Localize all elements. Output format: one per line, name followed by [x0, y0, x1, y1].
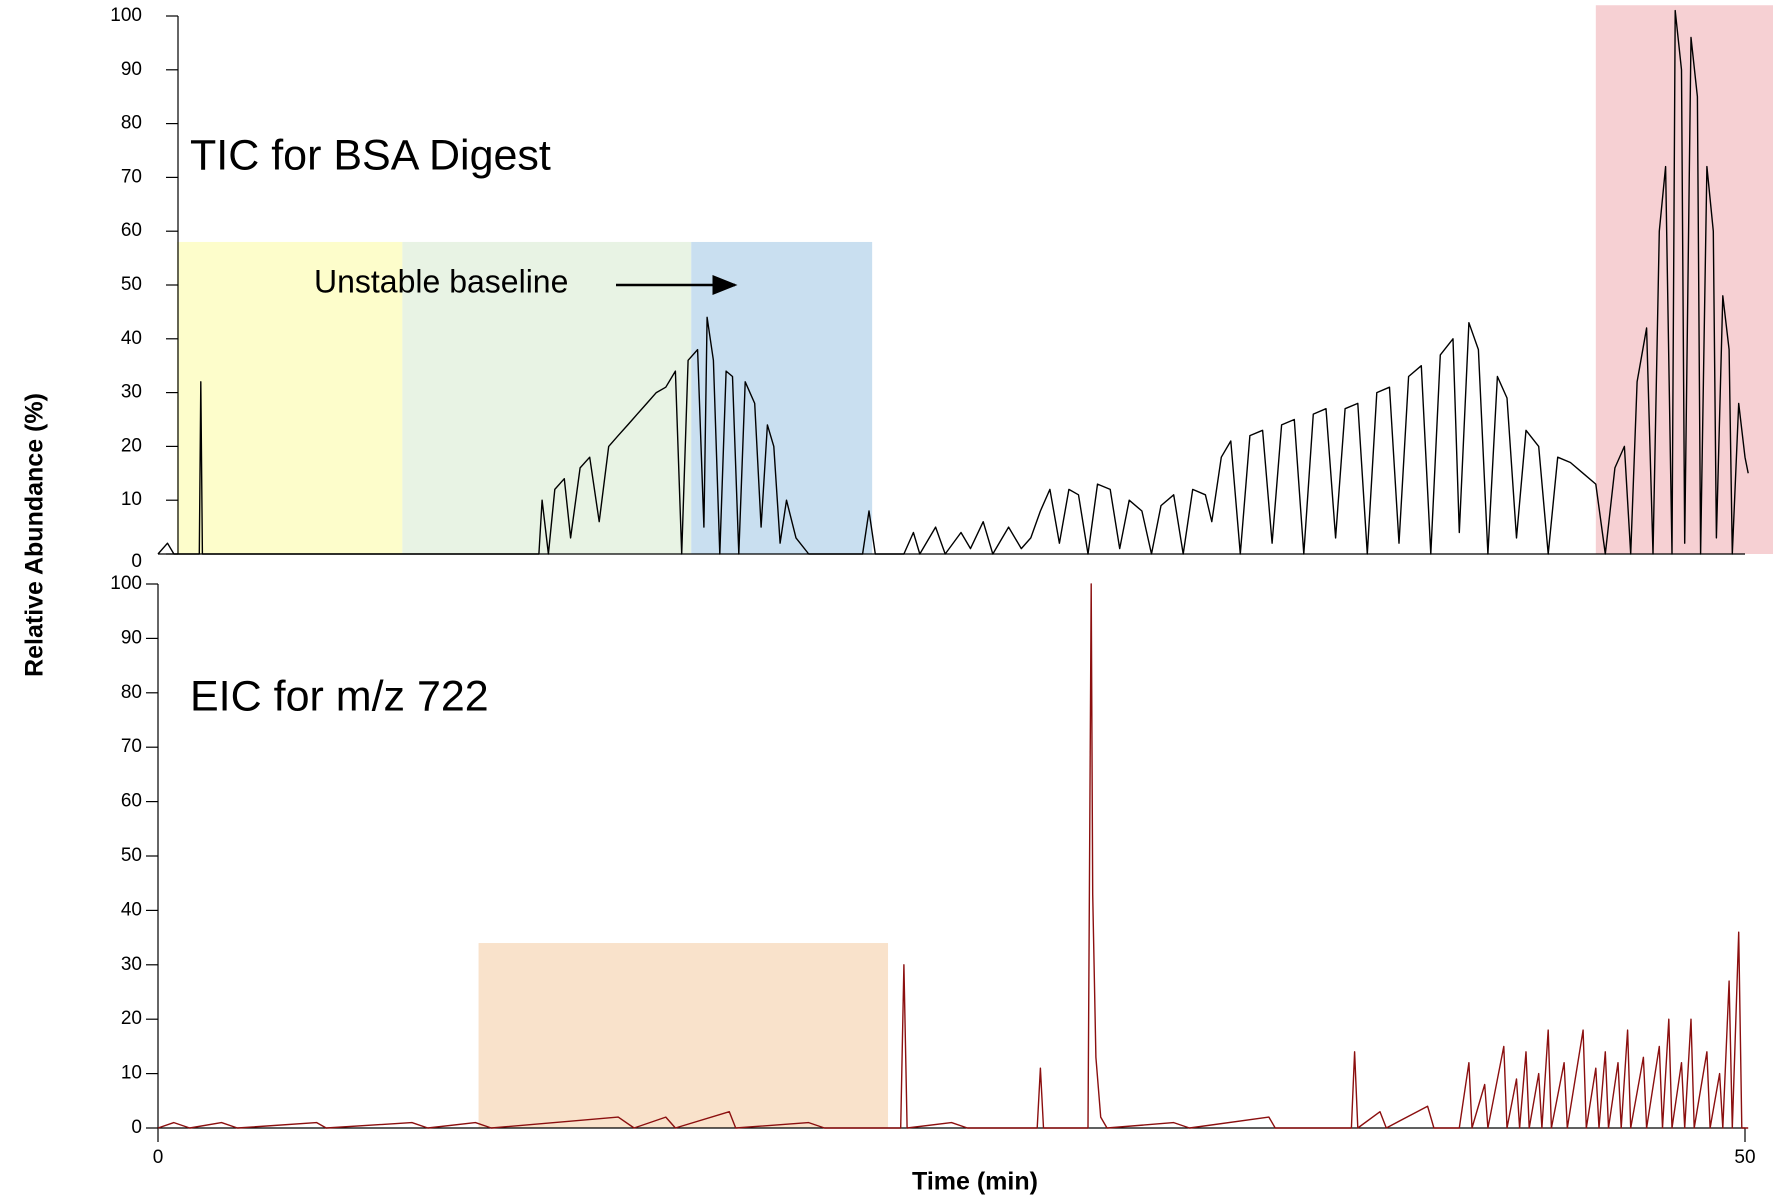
y-tick-label: 90	[121, 59, 142, 80]
highlight-region	[478, 943, 889, 1128]
y-tick-label: 50	[121, 274, 142, 295]
highlight-region	[402, 241, 692, 554]
y-tick-label: 60	[121, 791, 142, 812]
y-tick-label: 70	[121, 166, 142, 187]
trace	[157, 583, 1749, 1129]
y-tick-label: 40	[121, 899, 142, 920]
chart-title: TIC for BSA Digest	[190, 131, 551, 179]
y-tick-label: 100	[110, 573, 142, 594]
y-tick-label: 20	[121, 435, 142, 456]
highlight-region	[177, 241, 403, 554]
y-tick-label: 30	[121, 382, 142, 403]
y-tick-label: 80	[121, 113, 142, 134]
y-tick-label: 80	[121, 682, 142, 703]
trace	[157, 9, 1749, 555]
y-tick-label: 100	[110, 5, 142, 26]
x-axis-label: Time (min)	[912, 1168, 1038, 1196]
chart-title: EIC for m/z 722	[190, 672, 489, 720]
x-tick-label: 0	[153, 1147, 164, 1168]
y-tick-label: 0	[131, 1117, 142, 1138]
y-tick-label: 70	[121, 736, 142, 757]
y-axis-label: Relative Abundance (%)	[21, 393, 49, 677]
x-tick-label: 50	[1734, 1147, 1755, 1168]
y-tick-label: 60	[121, 220, 142, 241]
y-tick-label: 10	[121, 1063, 142, 1084]
y-tick-label: 40	[121, 328, 142, 349]
y-tick-label: 0	[131, 551, 142, 572]
y-tick-label: 90	[121, 627, 142, 648]
y-tick-label: 20	[121, 1008, 142, 1029]
y-tick-label: 50	[121, 845, 142, 866]
annotation: Unstable baseline	[314, 263, 568, 299]
y-tick-label: 10	[121, 489, 142, 510]
y-tick-label: 30	[121, 954, 142, 975]
